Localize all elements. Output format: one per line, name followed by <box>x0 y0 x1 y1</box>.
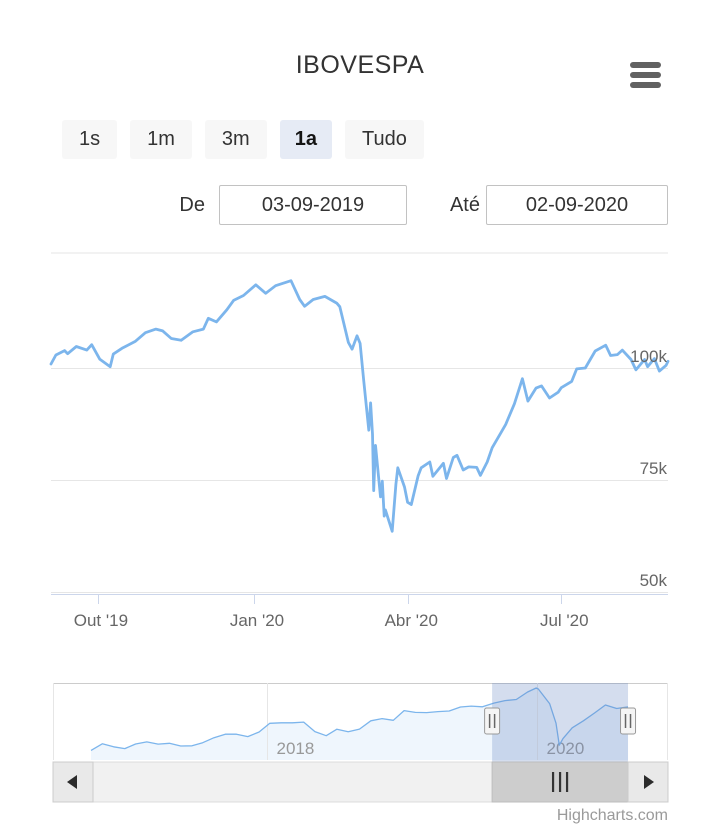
range-button-3m[interactable]: 3m <box>204 120 267 159</box>
page-title: IBOVESPA <box>295 51 425 79</box>
range-button-1a[interactable]: 1a <box>279 120 332 159</box>
range-button-1s[interactable]: 1s <box>62 120 118 159</box>
date-to-input[interactable] <box>486 185 668 225</box>
navigator-area-fill <box>91 688 628 760</box>
hamburger-menu-icon[interactable] <box>630 62 661 88</box>
date-from-label: De <box>179 194 205 216</box>
range-button-tudo[interactable]: Tudo <box>344 120 424 159</box>
navigator-year-label: 2018 <box>277 739 315 758</box>
x-axis-label: Jul '20 <box>540 611 589 630</box>
navigator-selected-mask[interactable] <box>492 683 629 762</box>
x-axis-label: Abr '20 <box>385 611 438 630</box>
scrollbar-grip-icon <box>551 772 569 792</box>
highcharts-credits-link[interactable]: Highcharts.com <box>557 807 668 824</box>
price-line-series <box>49 279 670 533</box>
hamburger-bar <box>630 62 661 68</box>
triangle-right-icon[interactable] <box>644 775 654 789</box>
hamburger-bar <box>630 82 661 88</box>
range-selector: 1s 1m 3m 1a Tudo <box>62 120 424 159</box>
y-axis-label: 75k <box>640 459 668 478</box>
handle-body[interactable] <box>620 707 637 735</box>
triangle-left-icon[interactable] <box>67 775 77 789</box>
scrollbar-right-button[interactable] <box>627 761 669 803</box>
navigator-handle-left[interactable] <box>484 707 501 735</box>
x-axis-label: Out '19 <box>74 611 128 630</box>
y-axis-label: 100k <box>630 347 667 366</box>
date-from-input[interactable] <box>219 185 407 225</box>
x-axis-label: Jan '20 <box>230 611 284 630</box>
handle-body[interactable] <box>484 707 501 735</box>
navigator-line-series <box>90 687 629 751</box>
navigator-year-label: 2020 <box>547 739 585 758</box>
range-button-1m[interactable]: 1m <box>130 120 192 159</box>
navigator-handle-right[interactable] <box>620 707 637 735</box>
date-to-label: Até <box>449 194 480 216</box>
hamburger-bar <box>630 72 661 78</box>
y-axis-label: 50k <box>640 571 668 590</box>
